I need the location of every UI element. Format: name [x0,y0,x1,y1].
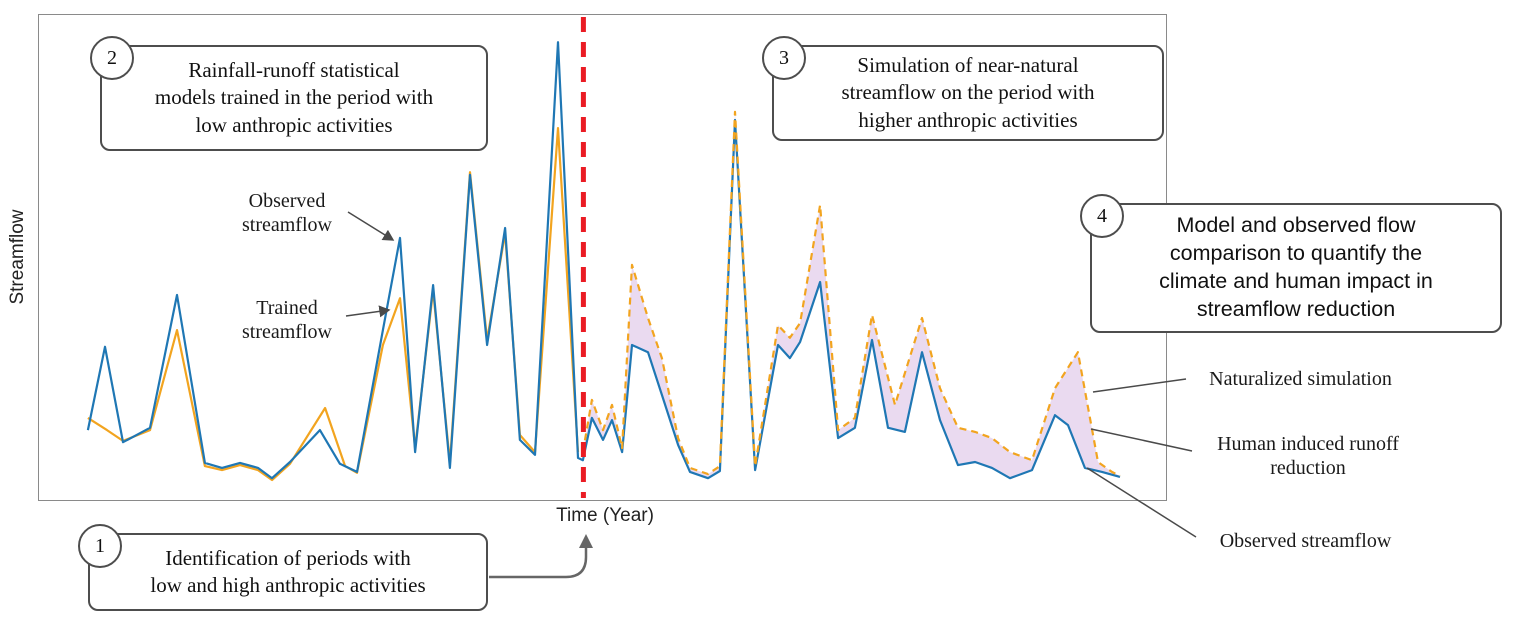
callout-box-3: 3 Simulation of near-natural streamflow … [762,36,1164,141]
trained-label-line2: streamflow [242,321,332,344]
observed-streamflow-label: Observed streamflow [222,189,352,238]
callout-2-text-line: Rainfall-runoff statistical [188,58,400,83]
trained-streamflow-label: Trained streamflow [222,296,352,345]
observed-streamflow-line [86,41,1121,480]
callout-4-text-line: Model and observed flow [1176,213,1416,238]
callout-4-number: 4 [1080,194,1124,238]
x-axis-label: Time (Year) [556,505,654,526]
callout-box-4: 4 Model and observed flow comparison to … [1080,194,1502,333]
y-axis-label: Streamflow [7,209,28,305]
streamflow-chart [86,17,1121,498]
callout-3-number: 3 [762,36,806,80]
callout1-arrowhead-icon [579,534,593,548]
callout-4-text-line: climate and human impact in [1159,269,1433,293]
callout-box-1: 1 Identification of periods with low and… [78,524,488,611]
callout-3-text-line: streamflow on the period with [841,80,1095,105]
callout-1-text-line: low and high anthropic activities [150,573,426,597]
human-impact-fill [582,111,1120,479]
human-induced-reduction-label: Human induced runoff reduction [1188,432,1428,481]
observed-streamflow-post-label: Observed streamflow [1188,529,1423,553]
callout-4-text-line: comparison to quantify the [1169,241,1423,266]
trained-label-line1: Trained [256,297,318,319]
observed-label-line1: Observed [248,190,326,212]
human-label-line1: Human induced runoff [1217,433,1399,455]
callout-2-text-line: models trained in the period with [154,85,434,110]
callout-1-text-line: Identification of periods with [165,545,411,570]
callout-3-text-line: higher anthropic activities [858,107,1078,132]
observed-label-line2: streamflow [242,214,332,237]
callout-1-number: 1 [78,524,122,568]
human-label-line2: reduction [1270,457,1346,480]
callout1-arrow [489,546,588,579]
callout-4-text-line: streamflow reduction [1196,296,1396,321]
callout-box-2: 2 Rainfall-runoff statistical models tra… [90,36,488,151]
naturalized-simulation-label: Naturalized simulation [1178,367,1423,391]
callout-2-text-line: low anthropic activities [195,112,393,137]
observed-post-label-text: Observed streamflow [1219,530,1392,552]
naturalized-label-text: Naturalized simulation [1209,368,1392,390]
callout-2-number: 2 [90,36,134,80]
callout-3-text-line: Simulation of near-natural [857,53,1079,78]
